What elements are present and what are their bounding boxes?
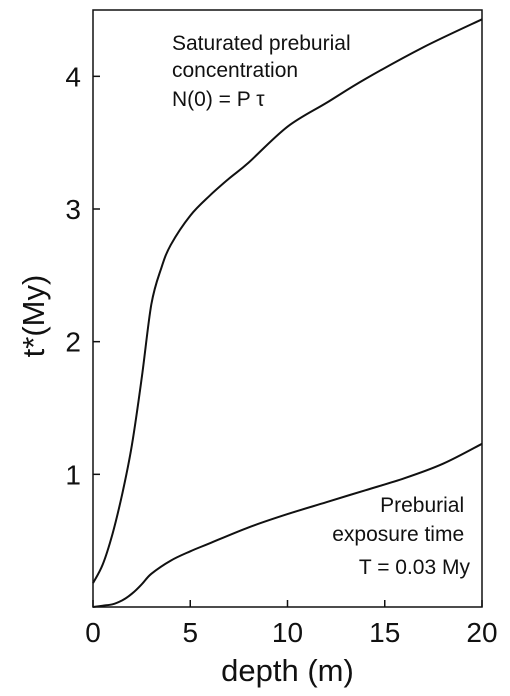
x-tick-label-3: 15: [369, 617, 400, 648]
annotation-preburial-line-1: Preburial: [380, 494, 464, 517]
annotation-saturated-line-3: N(0) = P τ: [172, 88, 265, 111]
annotation-preburial-line-3: T = 0.03 My: [359, 556, 471, 579]
x-axis-label: depth (m): [221, 653, 354, 688]
annotation-saturated-line-2: concentration: [172, 59, 298, 82]
annotation-saturated: Saturated preburial concentration N(0) =…: [172, 32, 356, 111]
annotation-preburial-line-2: exposure time: [332, 523, 464, 546]
y-tick-label-0: 1: [65, 459, 81, 490]
series-line-1: [92, 442, 483, 608]
y-tick-label-1: 2: [65, 327, 81, 358]
annotation-preburial: Preburial exposure time T = 0.03 My: [332, 494, 470, 579]
y-axis-label: t*(My): [16, 275, 51, 358]
x-tick-label-0: 0: [85, 617, 101, 648]
y-tick-label-3: 4: [65, 61, 81, 92]
annotation-saturated-line-1: Saturated preburial: [172, 32, 351, 55]
x-tick-label-4: 20: [466, 617, 497, 648]
x-tick-label-1: 5: [182, 617, 198, 648]
y-tick-label-2: 3: [65, 194, 81, 225]
series-line-0: [92, 18, 483, 584]
x-tick-label-2: 10: [272, 617, 303, 648]
